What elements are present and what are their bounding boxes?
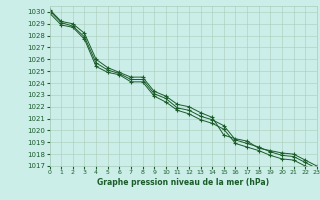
X-axis label: Graphe pression niveau de la mer (hPa): Graphe pression niveau de la mer (hPa)	[97, 178, 269, 187]
